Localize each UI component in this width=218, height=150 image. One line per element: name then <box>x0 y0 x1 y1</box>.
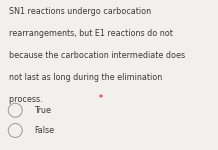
Text: rearrangements, but E1 reactions do not: rearrangements, but E1 reactions do not <box>9 29 173 38</box>
Text: True: True <box>34 106 51 115</box>
Text: False: False <box>34 126 54 135</box>
Text: process.: process. <box>9 94 45 103</box>
Text: *: * <box>99 94 103 103</box>
Text: because the carbocation intermediate does: because the carbocation intermediate doe… <box>9 51 185 60</box>
Text: not last as long during the elimination: not last as long during the elimination <box>9 73 162 82</box>
Text: SN1 reactions undergo carbocation: SN1 reactions undergo carbocation <box>9 8 151 16</box>
